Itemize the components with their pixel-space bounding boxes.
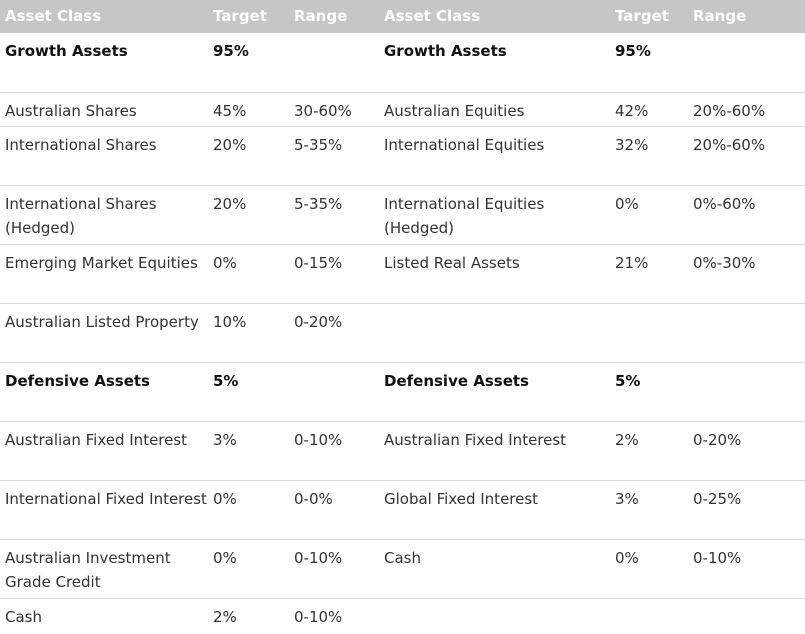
header-range-2: Range <box>688 0 805 33</box>
table-row: Australian Shares 45% 30-60% Australian … <box>0 92 805 126</box>
asset-class-cell: Australian Investment Grade Credit <box>5 548 171 591</box>
range-cell-2 <box>688 362 805 421</box>
header-asset-class-2: Asset Class <box>379 0 610 33</box>
target-cell-2: 2% <box>615 430 639 449</box>
range-cell: 0-10% <box>294 430 343 449</box>
target-cell: 20% <box>213 135 247 154</box>
range-cell: 30-60% <box>294 101 352 120</box>
asset-class-cell-2: Australian Fixed Interest <box>384 430 567 449</box>
target-cell: 0% <box>213 489 237 508</box>
asset-class-cell: Australian Fixed Interest <box>5 430 188 449</box>
target-cell: 45% <box>213 101 247 120</box>
table-header-row: Asset Class Target Range Asset Class Tar… <box>0 0 805 33</box>
asset-class-cell: Cash <box>5 607 42 626</box>
table-row: Cash 2% 0-10% <box>0 598 805 632</box>
target-cell-2: 0% <box>615 548 639 567</box>
target-cell-2: 32% <box>615 135 649 154</box>
range-cell-2: 0-10% <box>693 548 742 567</box>
asset-class-cell-2: Cash <box>384 548 421 567</box>
header-target: Target <box>208 0 289 33</box>
range-cell: 0-10% <box>294 607 343 626</box>
target-cell-2: 95% <box>615 42 651 60</box>
range-cell: 0-20% <box>294 312 343 331</box>
range-cell-2: 0-20% <box>693 430 742 449</box>
range-cell-2: 0%-60% <box>693 194 756 213</box>
range-cell-2 <box>688 33 805 92</box>
target-cell: 0% <box>213 548 237 567</box>
target-cell: 3% <box>213 430 237 449</box>
table-row: Growth Assets 95% Growth Assets 95% <box>0 33 805 92</box>
range-cell-2: 20%-60% <box>693 135 766 154</box>
header-range: Range <box>289 0 379 33</box>
asset-class-cell: Australian Listed Property <box>5 312 199 331</box>
range-cell-2: 20%-60% <box>693 101 766 120</box>
asset-class-cell-2: Australian Equities <box>384 101 525 120</box>
asset-class-cell: International Shares (Hedged) <box>5 194 157 237</box>
target-cell-2: 21% <box>615 253 649 272</box>
asset-class-cell: International Shares <box>5 135 157 154</box>
target-cell-2: 3% <box>615 489 639 508</box>
asset-class-cell: Growth Assets <box>5 42 128 60</box>
header-target-2: Target <box>610 0 688 33</box>
range-cell-2: 0-25% <box>693 489 742 508</box>
asset-class-cell-2: Defensive Assets <box>384 371 529 390</box>
header-asset-class: Asset Class <box>0 0 208 33</box>
table-row: Australian Listed Property 10% 0-20% <box>0 303 805 362</box>
table-row: Australian Investment Grade Credit 0% 0-… <box>0 539 805 598</box>
asset-class-cell-2: Listed Real Assets <box>384 253 520 272</box>
range-cell <box>289 362 379 421</box>
asset-class-cell-2 <box>379 598 610 632</box>
range-cell-2 <box>688 598 805 632</box>
asset-class-cell-2: International Equities (Hedged) <box>384 194 545 237</box>
asset-class-cell-2 <box>379 303 610 362</box>
asset-class-cell: Emerging Market Equities <box>5 253 198 272</box>
table-row: International Shares 20% 5-35% Internati… <box>0 126 805 185</box>
target-cell-2 <box>610 303 688 362</box>
target-cell-2: 5% <box>615 371 641 390</box>
target-cell: 95% <box>213 42 249 60</box>
asset-class-cell: Defensive Assets <box>5 371 150 390</box>
range-cell: 0-0% <box>294 489 333 508</box>
range-cell: 5-35% <box>294 135 343 154</box>
asset-class-cell: Australian Shares <box>5 101 137 120</box>
table-row: International Fixed Interest 0% 0-0% Glo… <box>0 480 805 539</box>
asset-class-cell: International Fixed Interest <box>5 489 207 508</box>
target-cell-2: 0% <box>615 194 639 213</box>
table-row: Emerging Market Equities 0% 0-15% Listed… <box>0 244 805 303</box>
table-row: Australian Fixed Interest 3% 0-10% Austr… <box>0 421 805 480</box>
target-cell: 20% <box>213 194 247 213</box>
asset-class-cell-2: Global Fixed Interest <box>384 489 539 508</box>
target-cell: 2% <box>213 607 237 626</box>
range-cell: 0-15% <box>294 253 343 272</box>
target-cell: 5% <box>213 371 239 390</box>
asset-class-cell-2: International Equities <box>384 135 545 154</box>
range-cell-2: 0%-30% <box>693 253 756 272</box>
asset-class-cell-2: Growth Assets <box>384 42 507 60</box>
range-cell: 0-10% <box>294 548 343 567</box>
target-cell-2: 42% <box>615 101 649 120</box>
range-cell: 5-35% <box>294 194 343 213</box>
table-row: International Shares (Hedged) 20% 5-35% … <box>0 185 805 244</box>
target-cell: 0% <box>213 253 237 272</box>
range-cell <box>289 33 379 92</box>
target-cell-2 <box>610 598 688 632</box>
table-row: Defensive Assets 5% Defensive Assets 5% <box>0 362 805 421</box>
range-cell-2 <box>688 303 805 362</box>
target-cell: 10% <box>213 312 247 331</box>
